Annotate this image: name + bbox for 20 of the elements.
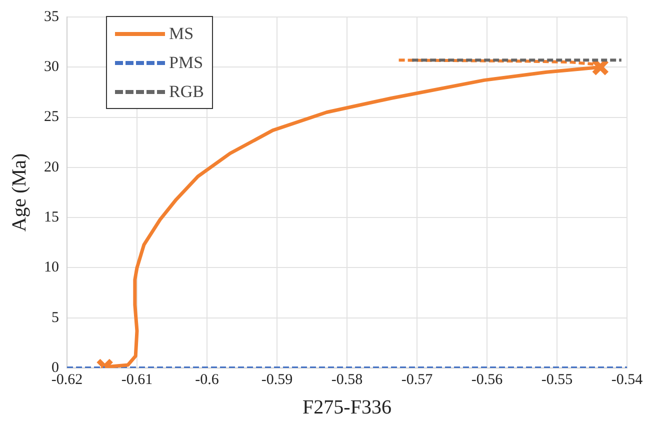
legend-label: PMS (169, 52, 204, 72)
y-tick-label: 20 (44, 159, 59, 176)
legend-label: MS (169, 24, 194, 44)
y-tick-label: 15 (44, 210, 59, 226)
x-tick-label: -0.54 (611, 372, 644, 388)
x-tick-label: -0.56 (471, 372, 504, 388)
x-tick-label: -0.58 (331, 372, 363, 388)
x-tick-label: -0.6 (195, 372, 220, 388)
y-tick-label: 35 (44, 8, 59, 25)
x-tick-label: -0.55 (541, 372, 573, 388)
x-axis-title: F275-F336 (302, 396, 392, 418)
x-tick-label: -0.59 (261, 372, 293, 388)
legend-label: RGB (169, 82, 204, 102)
y-tick-label: 5 (52, 310, 59, 326)
y-axis-title: Age (Ma) (8, 153, 30, 232)
y-tick-label: 25 (44, 109, 59, 126)
x-tick-label: -0.61 (121, 372, 153, 388)
y-tick-label: 30 (44, 59, 59, 76)
y-tick-label: 10 (44, 260, 59, 276)
x-tick-label: -0.57 (401, 372, 434, 388)
